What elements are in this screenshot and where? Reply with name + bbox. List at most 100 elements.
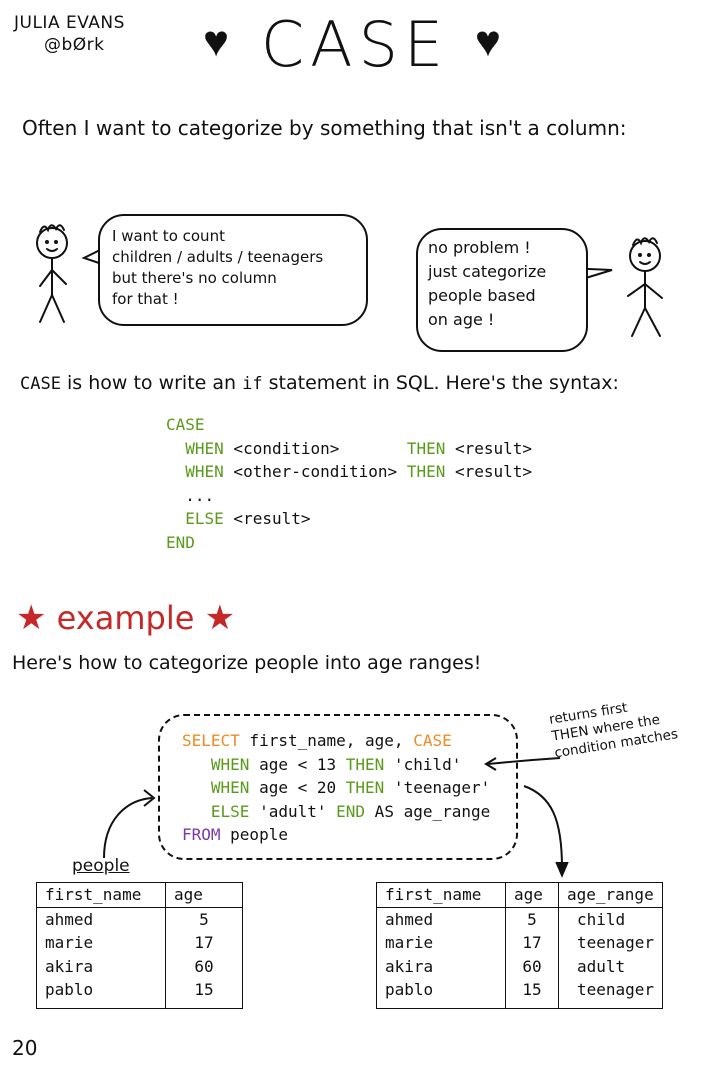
case-description: CASE is how to write an if statement in … xyxy=(20,372,619,394)
table-cell: 60 xyxy=(505,954,559,978)
page-number: 20 xyxy=(12,1036,38,1060)
table-cell: ahmed xyxy=(385,909,434,929)
result-table: first_name age age_range ahmed 5 child mar… xyxy=(376,882,664,1009)
table-row: akira 60 xyxy=(37,954,243,978)
author-handle: @bØrk xyxy=(44,35,105,55)
kw-when: WHEN xyxy=(210,754,250,774)
bubble-line: I want to count xyxy=(112,227,225,245)
bubble-line: no problem ! xyxy=(428,238,531,257)
bubble-line: people based xyxy=(428,286,536,305)
column-header: age xyxy=(505,882,559,908)
intro-text: Often I want to categorize by something … xyxy=(22,116,627,140)
right-stick-figure xyxy=(627,237,663,337)
kw-end: END xyxy=(166,532,195,552)
kw-when: WHEN xyxy=(210,778,250,797)
table-cell: 17 xyxy=(165,931,243,955)
arrow-note xyxy=(487,757,561,765)
column-header: first_name xyxy=(36,882,166,908)
table-cell: 17 xyxy=(505,931,559,955)
table-cell: 60 xyxy=(165,954,243,978)
query-condition: age < 20 xyxy=(249,778,346,797)
table-cell: adult xyxy=(557,954,663,978)
heart-icon: ♥ xyxy=(203,16,236,67)
query-alias: AS age_range xyxy=(365,801,491,821)
syntax-other-condition: <other-condition> xyxy=(223,462,407,481)
table-cell: 5 xyxy=(165,907,243,931)
case-text-1: is how to write an xyxy=(60,372,243,394)
column-header: first_name xyxy=(376,882,506,908)
syntax-ellipsis: ... xyxy=(185,485,215,505)
bubble-line: just categorize xyxy=(428,262,547,281)
kw-when: WHEN xyxy=(185,462,224,481)
author-credit: JULIA EVANS @bØrk xyxy=(14,12,125,56)
query-value: 'child' xyxy=(384,754,462,774)
star-icon: ★ xyxy=(204,598,236,638)
bubble-line: but there's no column xyxy=(112,269,277,287)
query-dashed-box xyxy=(158,714,518,860)
column-header: age xyxy=(165,882,243,908)
speech-bubble-right: no problem ! just categorize people base… xyxy=(416,228,588,352)
bubble-line: children / adults / teenagers xyxy=(112,248,324,266)
table-cell: akira xyxy=(45,956,94,976)
table-cell: teenager xyxy=(557,978,663,1008)
syntax-code-block: CASE WHEN <condition> THEN <result> WHEN… xyxy=(166,413,532,554)
kw-from: FROM xyxy=(182,825,221,844)
kw-then: THEN xyxy=(406,438,446,458)
arrow-to-query xyxy=(103,797,153,859)
table-row: akira 60 adult xyxy=(377,954,663,978)
people-table: first_name age ahmed 5 marie 17 akira 60 pa… xyxy=(36,882,243,1009)
if-keyword: if xyxy=(242,374,263,394)
query-fields: first_name, age, xyxy=(239,731,414,750)
title-text: CASE xyxy=(260,8,450,81)
table-cell: pablo xyxy=(385,980,434,999)
table-cell: ahmed xyxy=(45,909,94,929)
table-cell: 15 xyxy=(505,978,559,1008)
bubble-line: for that ! xyxy=(112,290,179,308)
table-row: marie 17 xyxy=(37,931,243,955)
table-row: ahmed 5 xyxy=(37,907,243,931)
left-bubble-tail xyxy=(81,249,103,265)
table-row: pablo 15 xyxy=(37,978,243,1008)
kw-else: ELSE xyxy=(185,509,224,528)
table-cell: 15 xyxy=(165,978,243,1008)
syntax-result: <result> xyxy=(445,438,533,458)
query-condition: age < 13 xyxy=(249,754,346,774)
kw-end: END xyxy=(336,801,366,821)
table-cell: marie xyxy=(385,933,434,952)
example-query: SELECT first_name, age, CASE WHEN age < … xyxy=(182,729,490,847)
query-table: people xyxy=(220,825,288,844)
table-cell: pablo xyxy=(45,980,94,999)
bubble-line: on age ! xyxy=(428,310,495,329)
query-value: 'teenager' xyxy=(384,778,491,797)
example-heading: ★ example ★ xyxy=(16,598,235,638)
table-cell: teenager xyxy=(557,931,663,955)
kw-case: CASE xyxy=(413,731,452,750)
table-cell: 5 xyxy=(505,907,559,931)
kw-case: CASE xyxy=(166,415,205,434)
table-cell: akira xyxy=(385,956,434,976)
table-row: ahmed 5 child xyxy=(377,907,663,931)
kw-select: SELECT xyxy=(182,731,240,750)
heart-icon: ♥ xyxy=(474,16,507,67)
table-cell: marie xyxy=(45,933,94,952)
table-cell: child xyxy=(557,907,663,931)
case-keyword: CASE xyxy=(20,374,61,394)
page-title: ♥ CASE ♥ xyxy=(200,8,510,81)
people-table-label: people xyxy=(72,856,130,876)
kw-then: THEN xyxy=(345,778,385,797)
star-icon: ★ xyxy=(16,598,47,638)
kw-else: ELSE xyxy=(210,801,250,821)
kw-then: THEN xyxy=(406,462,446,481)
kw-then: THEN xyxy=(345,754,385,774)
speech-bubble-left: I want to count children / adults / teen… xyxy=(98,214,368,326)
column-header: age_range xyxy=(557,882,663,908)
syntax-result: <result> xyxy=(223,509,311,528)
syntax-result: <result> xyxy=(445,462,533,481)
table-row: marie 17 teenager xyxy=(377,931,663,955)
syntax-condition: <condition> xyxy=(223,438,407,458)
query-value: 'adult' xyxy=(249,801,337,821)
case-text-2: statement in SQL. Here's the syntax: xyxy=(262,372,619,394)
author-name: JULIA EVANS xyxy=(14,13,125,33)
example-title: example xyxy=(56,599,195,637)
left-stick-figure xyxy=(36,224,68,323)
